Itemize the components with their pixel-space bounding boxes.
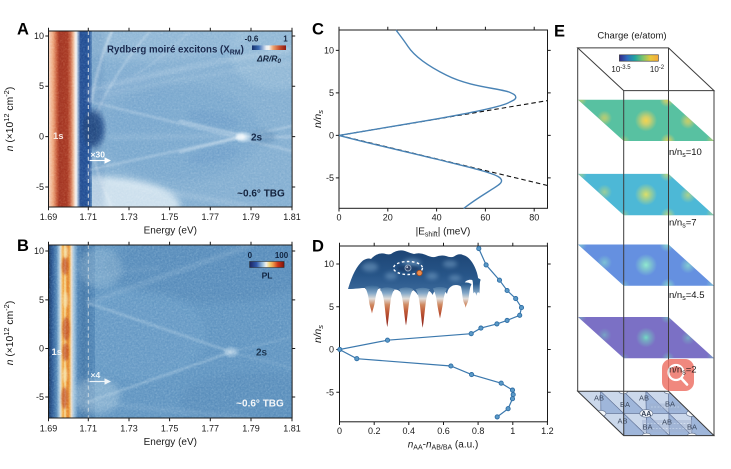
svg-text:n/ns: n/ns xyxy=(313,325,325,343)
svg-text:0: 0 xyxy=(337,426,342,436)
svg-text:0.8: 0.8 xyxy=(472,426,485,436)
svg-text:-5: -5 xyxy=(36,182,44,192)
svg-text:1.75: 1.75 xyxy=(161,212,179,222)
svg-text:5: 5 xyxy=(329,302,334,312)
svg-text:5: 5 xyxy=(329,88,334,98)
svg-text:5: 5 xyxy=(39,295,44,305)
svg-text:-5: -5 xyxy=(326,387,334,397)
svg-text:n/ns: n/ns xyxy=(313,110,325,128)
svg-text:nAA-nAB/BA (a.u.): nAA-nAB/BA (a.u.) xyxy=(408,440,479,452)
svg-text:0: 0 xyxy=(248,251,253,260)
svg-text:n (×1012 cm-2): n (×1012 cm-2) xyxy=(2,301,16,366)
svg-text:1.77: 1.77 xyxy=(202,424,220,434)
svg-text:80: 80 xyxy=(529,213,539,223)
svg-text:20: 20 xyxy=(383,213,393,223)
svg-text:1: 1 xyxy=(283,35,288,44)
svg-text:Rydberg moiré excitons (XRM): Rydberg moiré excitons (XRM) xyxy=(107,45,244,57)
svg-text:C: C xyxy=(312,21,324,39)
svg-text:1.2: 1.2 xyxy=(541,426,554,436)
svg-text:~0.6° TBG: ~0.6° TBG xyxy=(236,399,284,410)
svg-text:0.6: 0.6 xyxy=(437,426,450,436)
svg-text:AB: AB xyxy=(594,393,604,402)
svg-text:60: 60 xyxy=(480,213,490,223)
svg-text:D: D xyxy=(312,238,324,256)
svg-text:10-3.5: 10-3.5 xyxy=(611,65,631,74)
svg-text:n/ns=4.5: n/ns=4.5 xyxy=(669,290,704,302)
svg-text:0: 0 xyxy=(39,132,44,142)
svg-text:1.79: 1.79 xyxy=(242,424,260,434)
svg-text:BA: BA xyxy=(642,423,652,432)
svg-text:Energy (eV): Energy (eV) xyxy=(144,226,197,237)
svg-text:1.73: 1.73 xyxy=(120,424,138,434)
svg-text:n/ns=2: n/ns=2 xyxy=(669,365,697,377)
svg-text:0: 0 xyxy=(336,213,341,223)
svg-text:BA: BA xyxy=(620,400,630,409)
svg-text:BA: BA xyxy=(665,400,675,409)
svg-text:-5: -5 xyxy=(326,173,334,183)
svg-text:ΔR/R0: ΔR/R0 xyxy=(256,54,281,66)
svg-text:1s: 1s xyxy=(52,347,63,358)
svg-text:Charge (e/atom): Charge (e/atom) xyxy=(597,31,666,42)
svg-text:1s: 1s xyxy=(53,131,64,142)
svg-text:0: 0 xyxy=(329,345,334,355)
svg-text:1.73: 1.73 xyxy=(120,212,138,222)
svg-text:×4: ×4 xyxy=(91,370,101,380)
svg-text:5: 5 xyxy=(39,81,44,91)
svg-text:E: E xyxy=(554,23,565,41)
svg-text:AA: AA xyxy=(641,411,651,418)
svg-text:-0.6: -0.6 xyxy=(245,35,259,44)
svg-text:AB: AB xyxy=(617,417,627,426)
svg-text:0: 0 xyxy=(39,344,44,354)
svg-text:1.71: 1.71 xyxy=(80,424,98,434)
svg-text:-5: -5 xyxy=(36,392,44,402)
svg-text:B: B xyxy=(17,237,29,255)
svg-text:1.69: 1.69 xyxy=(40,424,58,434)
svg-text:2s: 2s xyxy=(256,348,268,359)
svg-text:1.69: 1.69 xyxy=(40,212,58,222)
svg-text:10: 10 xyxy=(324,45,334,55)
svg-text:n/ns=10: n/ns=10 xyxy=(669,147,702,159)
svg-text:|Eshift| (meV): |Eshift| (meV) xyxy=(416,227,471,239)
svg-text:A: A xyxy=(17,21,29,39)
svg-text:BA: BA xyxy=(687,423,697,432)
svg-text:0.4: 0.4 xyxy=(403,426,416,436)
svg-text:n (×1012 cm-2): n (×1012 cm-2) xyxy=(2,87,16,152)
svg-text:1: 1 xyxy=(510,426,515,436)
svg-text:10: 10 xyxy=(324,259,334,269)
svg-text:100: 100 xyxy=(275,251,289,260)
svg-text:0.2: 0.2 xyxy=(368,426,381,436)
svg-text:Energy (eV): Energy (eV) xyxy=(144,437,197,448)
svg-text:×30: ×30 xyxy=(91,150,106,160)
svg-text:1.79: 1.79 xyxy=(242,212,260,222)
svg-text:40: 40 xyxy=(432,213,442,223)
svg-text:2s: 2s xyxy=(251,133,263,144)
svg-text:PL: PL xyxy=(262,271,273,281)
svg-text:1.75: 1.75 xyxy=(161,424,179,434)
svg-text:1.81: 1.81 xyxy=(283,424,301,434)
svg-text:~0.6° TBG: ~0.6° TBG xyxy=(237,189,285,200)
svg-text:10-2: 10-2 xyxy=(650,65,665,74)
svg-text:AB: AB xyxy=(639,393,649,402)
svg-text:10: 10 xyxy=(34,246,44,256)
svg-text:0: 0 xyxy=(329,130,334,140)
svg-text:AB: AB xyxy=(662,418,672,427)
svg-text:n/ns=7: n/ns=7 xyxy=(669,218,697,230)
svg-text:1.77: 1.77 xyxy=(202,212,220,222)
svg-text:1.71: 1.71 xyxy=(80,212,98,222)
svg-text:10: 10 xyxy=(34,31,44,41)
svg-text:1.81: 1.81 xyxy=(283,212,301,222)
